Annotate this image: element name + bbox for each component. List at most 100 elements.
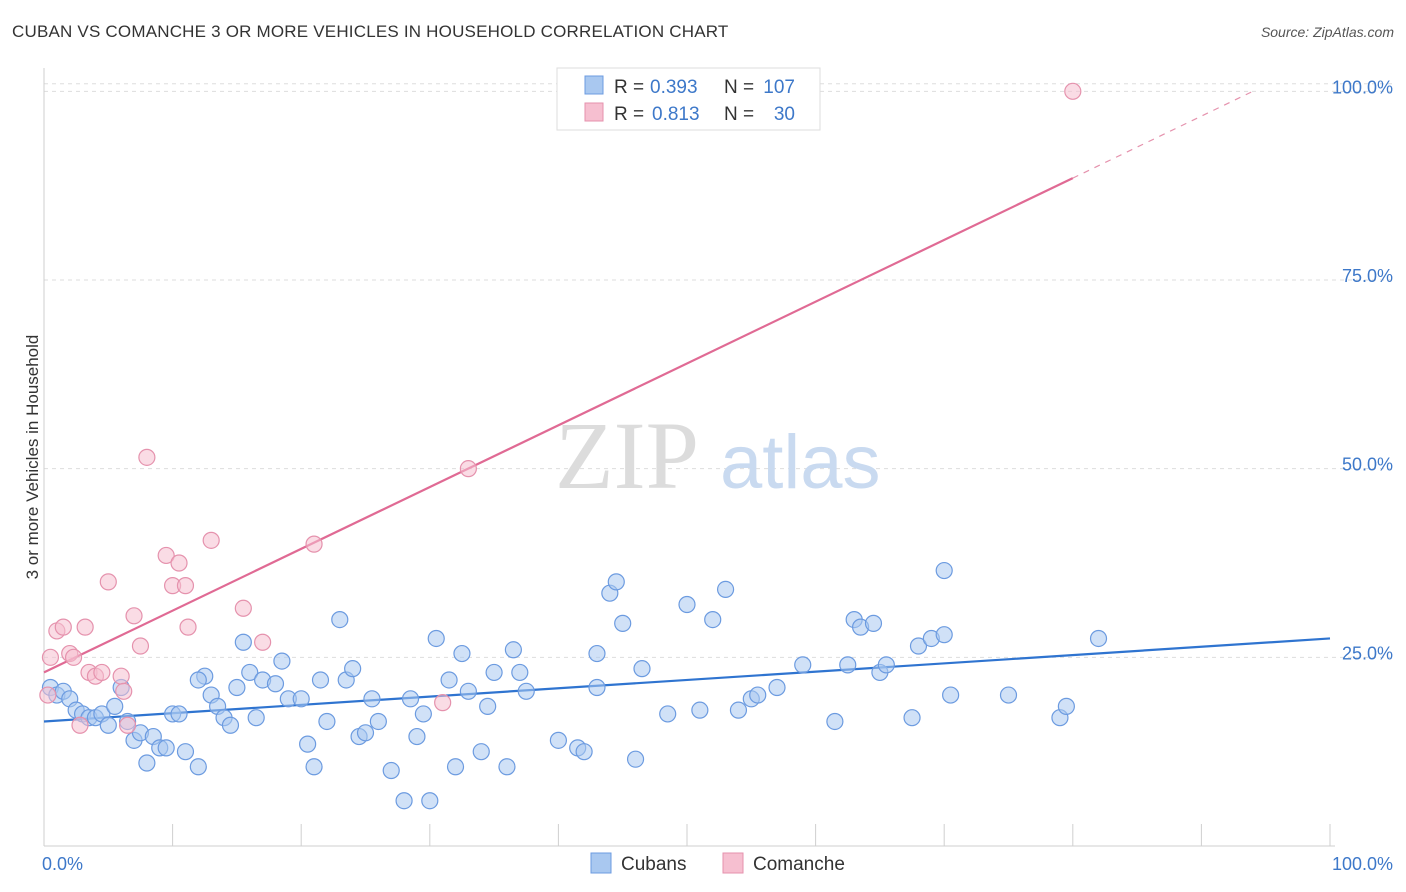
cubans-point-84 (749, 686, 767, 704)
legend-bottom-label-comanche: Comanche (753, 854, 845, 875)
comanche-point-25 (254, 633, 272, 651)
cubans-point-42 (331, 610, 349, 629)
cubans-point-88 (839, 656, 857, 674)
cubans-point-53 (414, 705, 432, 723)
legend-r-value-comanche: 0.813 (652, 104, 700, 125)
comanche-point-7 (76, 618, 94, 636)
cubans-point-87 (826, 712, 844, 731)
cubans-point-78 (678, 595, 696, 614)
cubans-point-63 (498, 758, 516, 776)
comanche-point-11 (99, 573, 117, 591)
cubans-point-85 (768, 678, 786, 697)
cubans-point-57 (446, 758, 465, 776)
trend-line-cubans (43, 637, 1331, 723)
cubans-point-56 (440, 671, 458, 689)
cubans-point-58 (453, 644, 471, 663)
cubans-point-76 (633, 660, 651, 678)
source-label: Source: ZipAtlas.com (1260, 24, 1394, 40)
cubans-point-39 (305, 758, 323, 776)
comanche-point-3 (54, 618, 72, 636)
y-tick-labels: 25.0% 50.0% 75.0% 100.0% (1332, 77, 1393, 663)
legend-n-label-comanche: N = (724, 104, 754, 125)
comanche-point-21 (176, 577, 195, 595)
cubans-point-102 (1057, 697, 1075, 715)
cubans-point-15 (138, 754, 156, 772)
comanche-point-6 (71, 716, 89, 734)
cubans-point-18 (157, 739, 175, 757)
cubans-point-94 (903, 709, 921, 727)
watermark: ZIP atlas (555, 402, 881, 509)
trend-lines (43, 90, 1331, 723)
comanche-point-16 (131, 637, 150, 655)
comanche-point-1 (41, 648, 60, 666)
cubans-point-29 (228, 678, 246, 697)
x-tick-label-min: 0.0% (42, 854, 83, 874)
cubans-point-74 (614, 614, 632, 632)
cubans-point-100 (999, 686, 1018, 704)
cubans-point-22 (189, 758, 207, 776)
legend-bottom-swatch-comanche (722, 852, 744, 874)
comanche-point-24 (234, 599, 252, 617)
cubans-point-69 (575, 743, 593, 761)
comanche-point-26 (305, 535, 323, 553)
cubans-point-20 (170, 705, 188, 723)
cubans-point-59 (459, 682, 477, 700)
comanche-point-29 (1064, 82, 1082, 100)
comanche-point-10 (93, 663, 111, 682)
cubans-point-98 (935, 626, 953, 644)
legend-bottom-swatch-cubans (590, 852, 612, 874)
chart-title: CUBAN VS COMANCHE 3 OR MORE VEHICLES IN … (12, 22, 729, 41)
cubans-point-44 (344, 660, 362, 678)
y-tick-label-50: 50.0% (1342, 455, 1393, 475)
cubans-point-38 (299, 735, 317, 753)
legend-r-value-cubans: 0.393 (650, 77, 698, 98)
cubans-point-54 (421, 792, 439, 810)
cubans-point-41 (318, 712, 336, 731)
comanche-points (39, 82, 1082, 734)
axes (43, 68, 1335, 847)
trend-line-comanche-extension (1072, 90, 1254, 179)
cubans-point-75 (626, 750, 645, 768)
cubans-point-10 (106, 697, 124, 715)
cubans-point-64 (504, 641, 522, 659)
cubans-point-35 (273, 652, 291, 670)
y-axis-label: 3 or more Vehicles in Household (23, 335, 42, 580)
comanche-point-13 (115, 682, 133, 700)
comanche-point-22 (179, 618, 197, 636)
cubans-point-49 (382, 761, 400, 780)
cubans-point-65 (511, 663, 529, 682)
cubans-point-37 (292, 690, 310, 708)
cubans-point-24 (189, 671, 207, 689)
cubans-point-93 (877, 656, 895, 674)
legend-n-value-cubans: 107 (763, 77, 795, 98)
cubans-point-31 (241, 663, 259, 682)
cubans-point-71 (588, 644, 606, 663)
cubans-point-55 (427, 629, 445, 648)
comanche-point-20 (170, 554, 188, 572)
grid-lines (44, 83, 1395, 658)
comanche-point-12 (112, 667, 130, 685)
comanche-point-5 (64, 648, 83, 666)
legend-r-label-cubans: R = (614, 77, 644, 98)
cubans-point-30 (234, 633, 252, 651)
trend-line-comanche (43, 177, 1074, 674)
cubans-point-66 (517, 682, 535, 700)
legend-r-label-comanche: R = (614, 104, 644, 125)
legend-bottom: Cubans Comanche (590, 852, 845, 875)
cubans-points (41, 561, 1108, 810)
legend-bottom-label-cubans: Cubans (621, 854, 687, 875)
cubans-point-40 (311, 671, 330, 689)
comanche-point-14 (118, 716, 137, 734)
cubans-point-86 (794, 656, 812, 674)
cubans-point-32 (247, 709, 265, 727)
cubans-point-80 (704, 610, 722, 629)
cubans-point-52 (408, 727, 426, 746)
cubans-point-51 (401, 690, 420, 708)
cubans-point-28 (221, 716, 240, 734)
legend-top: R = 0.393 N = 107 R = 0.813 N = 30 (556, 67, 821, 131)
cubans-point-50 (395, 792, 413, 810)
cubans-point-62 (485, 663, 503, 682)
cubans-point-21 (176, 743, 195, 761)
legend-swatch-comanche (584, 102, 604, 122)
